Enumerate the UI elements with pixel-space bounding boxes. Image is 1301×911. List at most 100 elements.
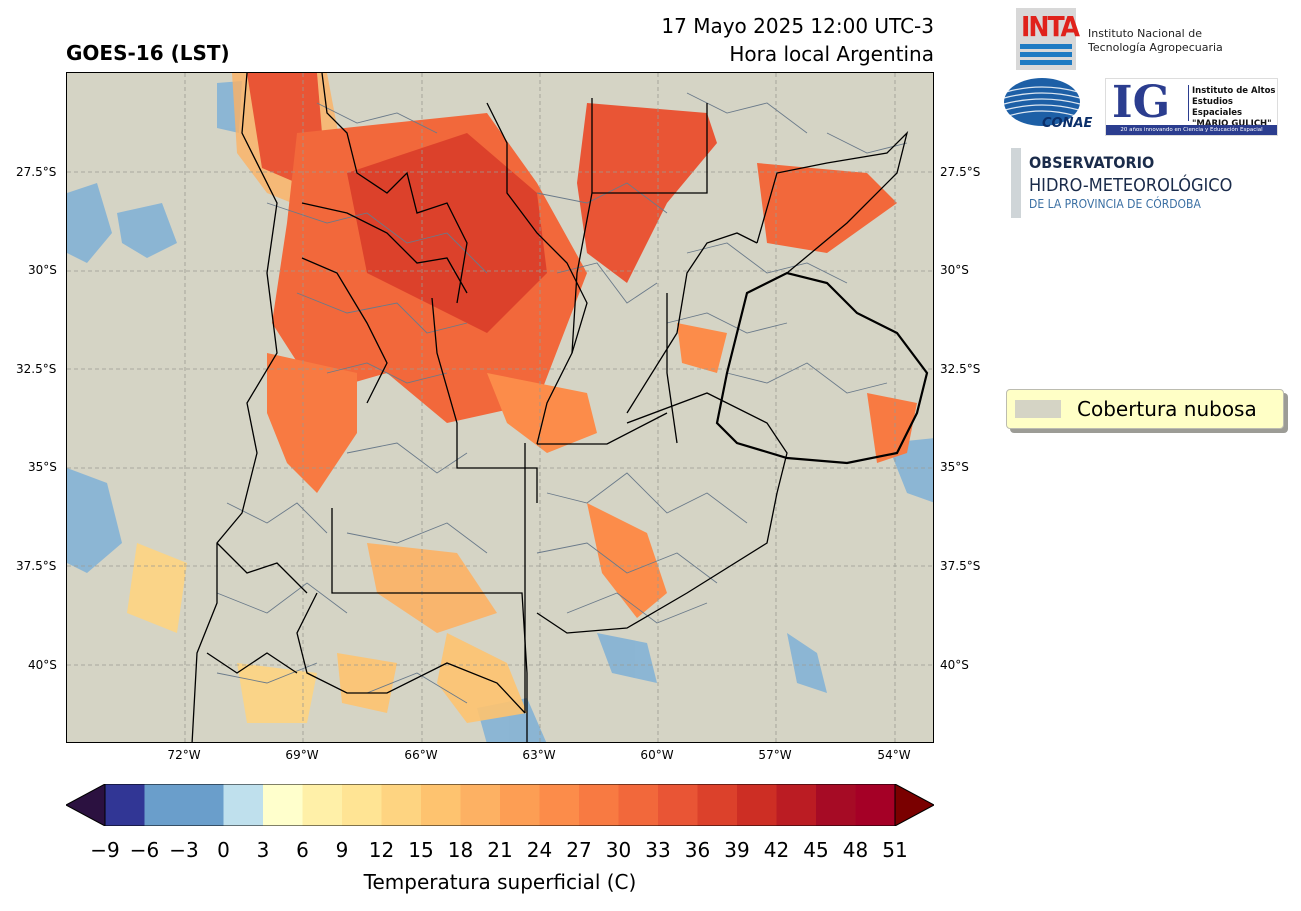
colorbar-tick-label: 0 — [217, 838, 230, 862]
colorbar-tick-label: 3 — [256, 838, 270, 862]
ig-name-line: "MARIO GULICH" — [1192, 119, 1272, 129]
conae-globe-icon — [1003, 78, 1081, 126]
lon-label: 72°W — [167, 748, 201, 762]
colorbar-tick-label: 48 — [842, 838, 869, 862]
colorbar-title: Temperatura superficial (C) — [363, 870, 637, 894]
colorbar-segment — [421, 784, 461, 826]
colorbar-frame — [104, 784, 896, 826]
ig-divider — [1188, 85, 1189, 121]
cloud-cover-label: Cobertura nubosa — [1077, 397, 1257, 421]
lat-label-right: 40°S — [940, 658, 969, 672]
colorbar-tick-label: −9 — [90, 838, 120, 862]
lon-label: 66°W — [404, 748, 438, 762]
inta-name-line: Instituto Nacional de — [1088, 27, 1202, 40]
lat-label-right: 32.5°S — [940, 362, 981, 376]
lat-label-left: 27.5°S — [16, 165, 57, 179]
cloud-cover-swatch — [1015, 400, 1061, 418]
timestamp-block: 17 Mayo 2025 12:00 UTC-3 Hora local Arge… — [661, 12, 934, 68]
lat-label-left: 32.5°S — [16, 362, 57, 376]
cloud-cover-legend: Cobertura nubosa — [1006, 389, 1284, 429]
observatorio-line: OBSERVATORIO — [1029, 153, 1155, 172]
colorbar-tick-label: 33 — [645, 838, 671, 862]
colorbar-segment — [855, 784, 896, 826]
lon-label: 69°W — [285, 748, 319, 762]
colorbar-segment — [381, 784, 422, 826]
time-zone-line: Hora local Argentina — [729, 42, 934, 66]
colorbar-tick-label: 36 — [684, 838, 711, 862]
map-canvas — [67, 73, 933, 742]
conae-logo-text: CONAE — [1042, 116, 1093, 131]
colorbar-tick-label: 24 — [526, 838, 553, 862]
colorbar-segment — [263, 784, 303, 826]
lat-label-left: 40°S — [28, 658, 57, 672]
ig-name-line: Estudios Espaciales — [1192, 97, 1243, 118]
date-line: 17 Mayo 2025 12:00 UTC-3 — [661, 14, 934, 38]
lat-label-left: 35°S — [28, 460, 57, 474]
colorbar-segment — [816, 784, 856, 826]
colorbar-tick-label: 45 — [803, 838, 829, 862]
colorbar-under-arrow — [66, 784, 106, 826]
colorbar-tick-label: 15 — [408, 838, 434, 862]
colorbar-tick-label: 30 — [605, 838, 632, 862]
ig-tagline: 20 años innovando en Ciencia y Educación… — [1106, 125, 1277, 135]
observatorio-logo: OBSERVATORIO HIDRO-METEOROLÓGICO DE LA P… — [1011, 148, 1281, 218]
colorbar-segment — [500, 784, 540, 826]
lat-label-right: 35°S — [940, 460, 969, 474]
colorbar-segment — [737, 784, 777, 826]
colorbar-tick-label: 6 — [296, 838, 309, 862]
lon-label: 63°W — [522, 748, 556, 762]
lat-label-right: 27.5°S — [940, 165, 981, 179]
colorbar-tick-label: 39 — [724, 838, 750, 862]
inta-name: Instituto Nacional de Tecnología Agropec… — [1088, 27, 1223, 55]
colorbar-segment — [144, 784, 185, 826]
conae-logo: CONAE — [1003, 78, 1092, 134]
map-panel — [66, 72, 934, 743]
observatorio-line: DE LA PROVINCIA DE CÓRDOBA — [1029, 197, 1201, 211]
observatorio-bar — [1011, 148, 1021, 218]
inta-stripe — [1020, 44, 1072, 49]
lat-label-right: 37.5°S — [940, 559, 981, 573]
colorbar-segment — [658, 784, 698, 826]
colorbar-tick-label: 27 — [566, 838, 592, 862]
inta-name-line: Tecnología Agropecuaria — [1088, 41, 1223, 54]
inta-logo-text: INTA — [1021, 10, 1080, 43]
ig-name: Instituto de Altos Estudios Espaciales "… — [1192, 86, 1277, 130]
inta-logo: INTA — [1016, 8, 1080, 70]
colorbar-segment — [618, 784, 659, 826]
observatorio-line: HIDRO-METEOROLÓGICO — [1029, 175, 1233, 196]
map-title: GOES-16 (LST) — [66, 41, 230, 65]
colorbar-segment — [776, 784, 817, 826]
lat-label-right: 30°S — [940, 263, 969, 277]
colorbar-tick-label: −6 — [129, 838, 160, 862]
ig-logo: IG Instituto de Altos Estudios Espaciale… — [1105, 77, 1278, 136]
colorbar-segment — [460, 784, 501, 826]
colorbar-over-arrow — [894, 784, 934, 826]
colorbar-tick-label: 21 — [487, 838, 513, 862]
ig-name-line: Instituto de Altos — [1192, 86, 1276, 96]
inta-stripe — [1020, 60, 1072, 65]
colorbar-tick-label: 51 — [882, 838, 908, 862]
colorbar-tick-label: 12 — [368, 838, 395, 862]
colorbar-tick-label: 42 — [763, 838, 790, 862]
colorbar-segment — [697, 784, 738, 826]
lon-label: 54°W — [877, 748, 911, 762]
colorbar-segment — [539, 784, 580, 826]
temperature-field — [127, 73, 917, 723]
inta-stripe — [1020, 52, 1072, 57]
department-boundaries — [216, 92, 908, 704]
colorbar-segment — [223, 784, 264, 826]
uruguay-border — [715, 271, 929, 465]
colorbar-tick-label: 18 — [447, 838, 474, 862]
lat-label-left: 30°S — [28, 263, 57, 277]
ig-logo-letters: IG — [1112, 77, 1171, 128]
lat-label-left: 37.5°S — [16, 559, 57, 573]
lon-label: 60°W — [640, 748, 674, 762]
colorbar — [66, 784, 934, 826]
colorbar-segment — [302, 784, 343, 826]
lon-label: 57°W — [758, 748, 792, 762]
colorbar-tick-label: 9 — [335, 838, 349, 862]
colorbar-tick-label: −3 — [169, 838, 199, 862]
colorbar-segment — [105, 784, 145, 826]
colorbar-segment — [184, 784, 224, 826]
colorbar-segment — [342, 784, 382, 826]
